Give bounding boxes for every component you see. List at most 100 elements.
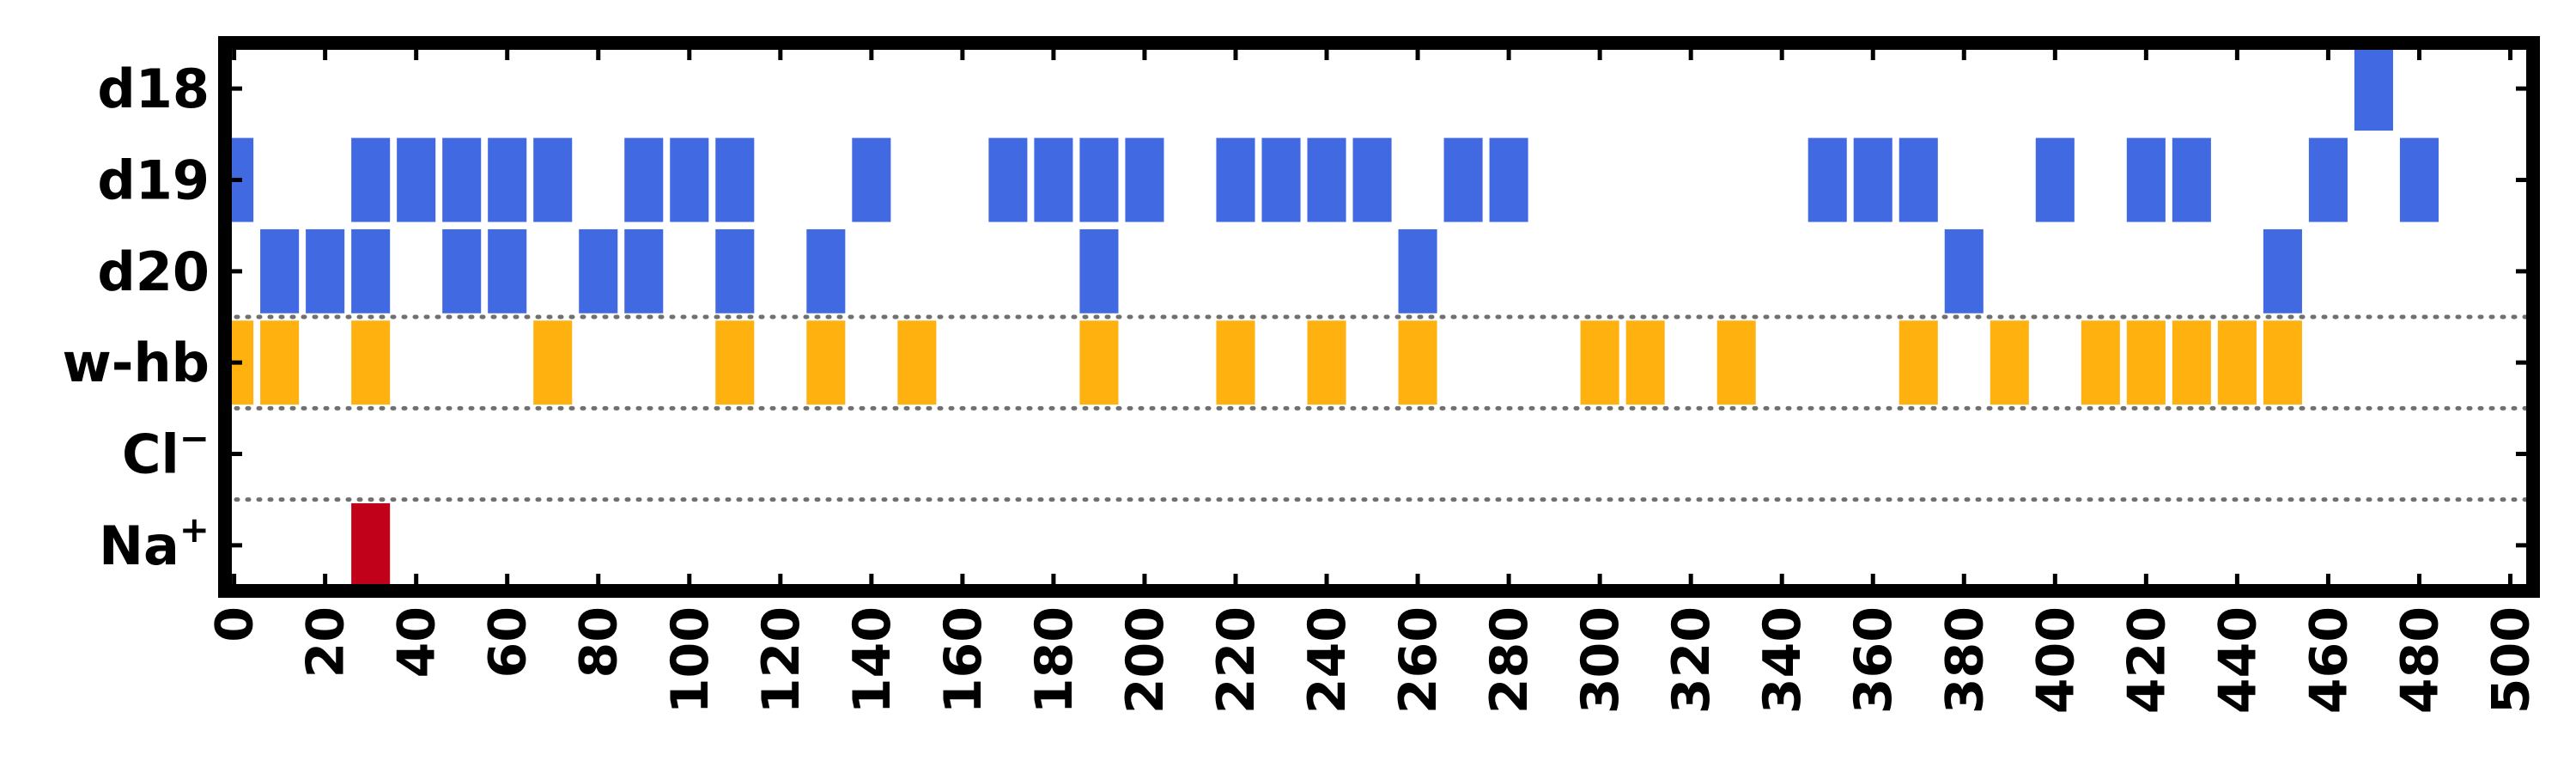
event-bar-w-hb xyxy=(1990,320,2029,405)
event-bar-d19 xyxy=(1853,137,1893,222)
y-label-d19: d19 xyxy=(97,149,210,212)
x-tick-label: 300 xyxy=(1571,606,1631,714)
event-bar-w-hb xyxy=(2263,320,2302,405)
event-bar-d19 xyxy=(1489,137,1528,222)
event-bar-d20 xyxy=(351,228,391,313)
event-bar-d19 xyxy=(2035,137,2075,222)
y-label-na: Na+ xyxy=(99,508,210,577)
x-tick-label: 80 xyxy=(569,606,629,679)
x-tick-label: 220 xyxy=(1206,606,1267,714)
event-bar-w-hb xyxy=(1899,320,1938,405)
group-separators xyxy=(222,314,2536,502)
event-bar-d19 xyxy=(442,137,482,222)
event-bar-w-hb xyxy=(715,320,755,405)
event-bar-w-hb xyxy=(1716,320,1756,405)
event-bar-w-hb xyxy=(806,320,846,405)
event-bar-w-hb xyxy=(260,320,300,405)
event-bar-d19 xyxy=(1216,137,1255,222)
event-bar-d20 xyxy=(1398,228,1437,313)
event-bar-d18 xyxy=(2354,46,2393,131)
event-bar-d20 xyxy=(442,228,482,313)
x-tick-label: 240 xyxy=(1297,606,1358,714)
y-label-d20: d20 xyxy=(97,240,210,303)
event-bar-d19 xyxy=(1125,137,1164,222)
event-bar-d19 xyxy=(1443,137,1483,222)
event-bar-d20 xyxy=(715,228,755,313)
y-label-cl: Cl− xyxy=(122,417,210,486)
event-bar-d20 xyxy=(579,228,618,313)
event-bar-d20 xyxy=(1079,228,1119,313)
event-bar-d20 xyxy=(2263,228,2302,313)
y-label-superscript: − xyxy=(179,417,210,460)
event-bar-w-hb xyxy=(2126,320,2166,405)
event-bar-d19 xyxy=(397,137,436,222)
event-bar-d19 xyxy=(670,137,709,222)
event-bar-w-hb xyxy=(1580,320,1619,405)
x-tick-label: 500 xyxy=(2481,606,2541,714)
event-bar-d19 xyxy=(488,137,527,222)
event-bar-d19 xyxy=(1307,137,1346,222)
x-tick-label: 400 xyxy=(2026,606,2086,714)
x-tick-label: 40 xyxy=(387,606,447,679)
event-bar-d19 xyxy=(1079,137,1119,222)
x-tick-label: 420 xyxy=(2117,606,2177,714)
event-bar-na xyxy=(351,502,391,587)
event-bar-d19 xyxy=(1352,137,1392,222)
event-bar-d19 xyxy=(2308,137,2348,222)
x-tick-label: 280 xyxy=(1479,606,1540,714)
event-bar-w-hb xyxy=(1625,320,1665,405)
x-tick-label: 160 xyxy=(933,606,993,714)
x-tick-label: 180 xyxy=(1024,606,1084,714)
event-bar-w-hb xyxy=(2081,320,2120,405)
plot-frame xyxy=(218,36,2540,598)
event-bar-d19 xyxy=(852,137,891,222)
x-tick-label: 0 xyxy=(205,606,265,642)
event-bar-d20 xyxy=(260,228,300,313)
event-bar-d19 xyxy=(533,137,573,222)
x-tick-label: 60 xyxy=(478,606,538,679)
event-bar-d20 xyxy=(488,228,527,313)
event-bar-w-hb xyxy=(1398,320,1437,405)
event-bar-d19 xyxy=(351,137,391,222)
event-bar-w-hb xyxy=(351,320,391,405)
event-bar-d19 xyxy=(715,137,755,222)
x-tick-label: 260 xyxy=(1388,606,1449,714)
x-tick-label: 380 xyxy=(1935,606,1995,714)
event-bar-d19 xyxy=(2399,137,2439,222)
y-axis-labels: d18 d19 d20 w-hb Cl− Na+ xyxy=(62,58,210,577)
event-bar-w-hb xyxy=(2217,320,2257,405)
x-tick-label: 320 xyxy=(1662,606,1722,714)
event-bar-d20 xyxy=(306,228,345,313)
x-tick-label: 100 xyxy=(660,606,720,714)
event-bar-w-hb xyxy=(1307,320,1346,405)
event-bar-w-hb xyxy=(533,320,573,405)
x-tick-label: 200 xyxy=(1115,606,1176,714)
event-bar-w-hb xyxy=(897,320,937,405)
event-bar-w-hb xyxy=(2172,320,2211,405)
event-bars xyxy=(225,46,2439,587)
event-bar-d20 xyxy=(806,228,846,313)
y-label-d18: d18 xyxy=(97,58,210,120)
x-tick-label: 440 xyxy=(2208,606,2268,714)
event-bar-d20 xyxy=(1944,228,1984,313)
event-bar-d19 xyxy=(1034,137,1073,222)
y-label-w-hb: w-hb xyxy=(62,332,210,394)
x-tick-label: 140 xyxy=(842,606,902,714)
event-bar-d19 xyxy=(988,137,1028,222)
x-tick-label: 120 xyxy=(751,606,811,714)
x-tick-label: 360 xyxy=(1844,606,1904,714)
event-bar-d19 xyxy=(2172,137,2211,222)
event-bar-d19 xyxy=(1899,137,1938,222)
x-tick-label: 480 xyxy=(2390,606,2450,714)
event-bar-d19 xyxy=(1807,137,1847,222)
event-bar-w-hb xyxy=(1079,320,1119,405)
event-bar-d19 xyxy=(1261,137,1301,222)
event-bar-w-hb xyxy=(1216,320,1255,405)
event-bar-d19 xyxy=(2126,137,2166,222)
y-label-superscript: + xyxy=(179,508,210,551)
event-bar-d20 xyxy=(624,228,664,313)
x-tick-label: 20 xyxy=(296,606,356,679)
event-bar-d19 xyxy=(624,137,664,222)
x-tick-label: 340 xyxy=(1753,606,1813,714)
